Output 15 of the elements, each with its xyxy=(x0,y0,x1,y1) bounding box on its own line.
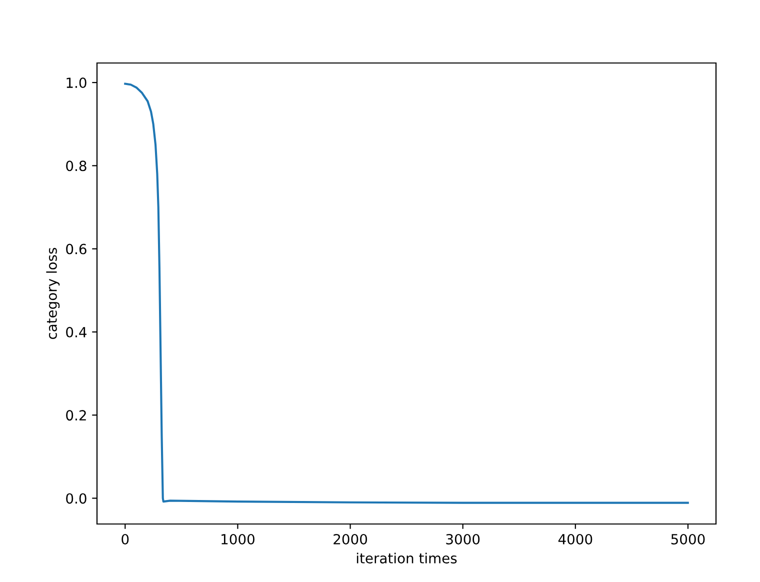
x-tick-label: 1000 xyxy=(222,534,254,544)
x-axis-title: iteration times xyxy=(356,552,457,564)
x-tick-label: 3000 xyxy=(446,534,480,544)
y-tick-label: 0.6 xyxy=(66,244,86,254)
line-series xyxy=(124,82,689,504)
y-tick-label: 1.0 xyxy=(66,78,86,88)
y-tick-label: 0.8 xyxy=(66,160,86,172)
x-tick-label: 5000 xyxy=(671,534,705,544)
y-tick-label: 0.0 xyxy=(66,493,86,504)
x-tick-label: 0 xyxy=(122,534,129,544)
y-axis-title: category loss xyxy=(46,248,60,340)
x-tick-label: 4000 xyxy=(558,534,592,544)
x-tick-label: 2000 xyxy=(334,534,368,544)
y-tick-label: 0.2 xyxy=(66,410,86,421)
y-tick-label: 0.4 xyxy=(66,326,86,338)
